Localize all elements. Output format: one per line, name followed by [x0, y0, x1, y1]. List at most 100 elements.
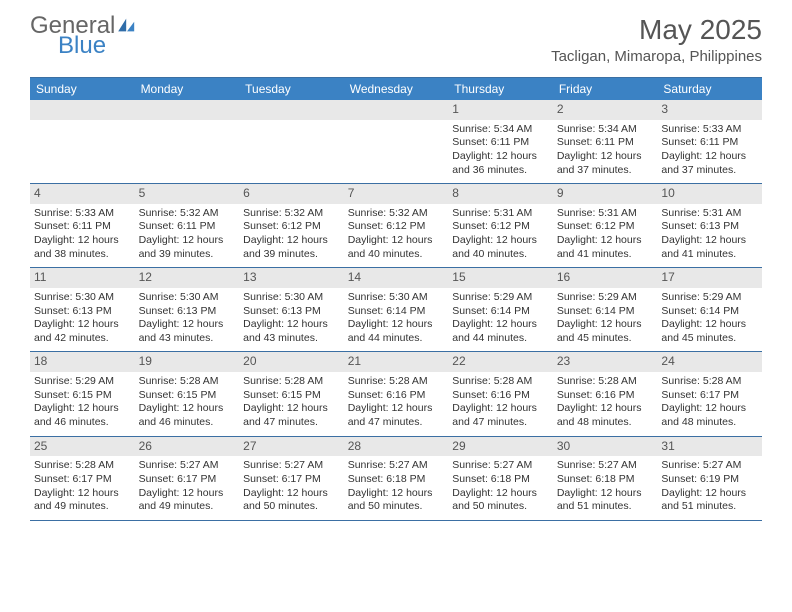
daylight-line: Daylight: 12 hours and 47 minutes.	[348, 402, 445, 429]
sunrise-line: Sunrise: 5:32 AM	[243, 207, 340, 221]
sunset-line: Sunset: 6:15 PM	[34, 389, 131, 403]
sunset-line: Sunset: 6:12 PM	[243, 220, 340, 234]
day-number: 28	[344, 437, 449, 457]
daylight-line: Daylight: 12 hours and 47 minutes.	[452, 402, 549, 429]
day-cell: 21Sunrise: 5:28 AMSunset: 6:16 PMDayligh…	[344, 352, 449, 435]
sunset-line: Sunset: 6:19 PM	[661, 473, 758, 487]
sunrise-line: Sunrise: 5:32 AM	[139, 207, 236, 221]
daylight-line: Daylight: 12 hours and 37 minutes.	[661, 150, 758, 177]
daylight-line: Daylight: 12 hours and 50 minutes.	[243, 487, 340, 514]
sunset-line: Sunset: 6:11 PM	[139, 220, 236, 234]
day-cell: 13Sunrise: 5:30 AMSunset: 6:13 PMDayligh…	[239, 268, 344, 351]
day-number: 30	[553, 437, 658, 457]
sunrise-line: Sunrise: 5:29 AM	[452, 291, 549, 305]
week-row: 1Sunrise: 5:34 AMSunset: 6:11 PMDaylight…	[30, 100, 762, 184]
day-number: 8	[448, 184, 553, 204]
dow-tuesday: Tuesday	[239, 78, 344, 100]
day-cell: 18Sunrise: 5:29 AMSunset: 6:15 PMDayligh…	[30, 352, 135, 435]
day-cell: 17Sunrise: 5:29 AMSunset: 6:14 PMDayligh…	[657, 268, 762, 351]
day-cell: 28 Sunrise: 5:27 AMSunset: 6:18 PMDayligh…	[344, 437, 449, 520]
daylight-line: Daylight: 12 hours and 50 minutes.	[348, 487, 445, 514]
sunset-line: Sunset: 6:12 PM	[348, 220, 445, 234]
sunset-line: Sunset: 6:11 PM	[34, 220, 131, 234]
day-number: 7	[344, 184, 449, 204]
day-number: 12	[135, 268, 240, 288]
day-number: 16	[553, 268, 658, 288]
sunset-line: Sunset: 6:13 PM	[661, 220, 758, 234]
week-row: 11Sunrise: 5:30 AMSunset: 6:13 PMDayligh…	[30, 268, 762, 352]
day-cell: 12Sunrise: 5:30 AMSunset: 6:13 PMDayligh…	[135, 268, 240, 351]
sunset-line: Sunset: 6:13 PM	[243, 305, 340, 319]
day-empty	[344, 100, 449, 183]
daylight-line: Daylight: 12 hours and 45 minutes.	[661, 318, 758, 345]
day-number-empty	[135, 100, 240, 120]
sunset-line: Sunset: 6:12 PM	[452, 220, 549, 234]
sunset-line: Sunset: 6:11 PM	[452, 136, 549, 150]
daylight-line: Daylight: 12 hours and 44 minutes.	[452, 318, 549, 345]
sunset-line: Sunset: 6:11 PM	[661, 136, 758, 150]
day-cell: 30Sunrise: 5:27 AMSunset: 6:18 PMDayligh…	[553, 437, 658, 520]
daylight-line: Daylight: 12 hours and 37 minutes.	[557, 150, 654, 177]
sunrise-line: Sunrise: 5:27 AM	[348, 459, 445, 473]
sunset-line: Sunset: 6:18 PM	[452, 473, 549, 487]
day-number: 25	[30, 437, 135, 457]
sunrise-line: Sunrise: 5:30 AM	[34, 291, 131, 305]
day-cell: 6Sunrise: 5:32 AMSunset: 6:12 PMDaylight…	[239, 184, 344, 267]
daylight-line: Daylight: 12 hours and 41 minutes.	[557, 234, 654, 261]
daylight-line: Daylight: 12 hours and 43 minutes.	[243, 318, 340, 345]
day-empty	[135, 100, 240, 183]
day-cell: 15Sunrise: 5:29 AMSunset: 6:14 PMDayligh…	[448, 268, 553, 351]
daylight-line: Daylight: 12 hours and 50 minutes.	[452, 487, 549, 514]
week-row: 4Sunrise: 5:33 AMSunset: 6:11 PMDaylight…	[30, 184, 762, 268]
day-number: 17	[657, 268, 762, 288]
sunset-line: Sunset: 6:11 PM	[557, 136, 654, 150]
sunrise-line: Sunrise: 5:31 AM	[452, 207, 549, 221]
week-row: 25Sunrise: 5:28 AMSunset: 6:17 PMDayligh…	[30, 437, 762, 521]
dow-thursday: Thursday	[448, 78, 553, 100]
day-number: 27	[239, 437, 344, 457]
sunrise-line: Sunrise: 5:33 AM	[34, 207, 131, 221]
day-number: 20	[239, 352, 344, 372]
sunrise-line: Sunrise: 5:32 AM	[348, 207, 445, 221]
title-block: May 2025 Tacligan, Mimaropa, Philippines	[551, 14, 762, 65]
day-cell: 20Sunrise: 5:28 AMSunset: 6:15 PMDayligh…	[239, 352, 344, 435]
sunrise-line: Sunrise: 5:34 AM	[452, 123, 549, 137]
daylight-line: Daylight: 12 hours and 40 minutes.	[348, 234, 445, 261]
sunrise-line: Sunrise: 5:28 AM	[661, 375, 758, 389]
sunrise-line: Sunrise: 5:28 AM	[34, 459, 131, 473]
sunrise-line: Sunrise: 5:28 AM	[557, 375, 654, 389]
sunset-line: Sunset: 6:14 PM	[348, 305, 445, 319]
sunset-line: Sunset: 6:18 PM	[348, 473, 445, 487]
dow-sunday: Sunday	[30, 78, 135, 100]
day-number: 31	[657, 437, 762, 457]
sunset-line: Sunset: 6:16 PM	[557, 389, 654, 403]
day-number: 11	[30, 268, 135, 288]
sunset-line: Sunset: 6:16 PM	[348, 389, 445, 403]
day-number: 23	[553, 352, 658, 372]
daylight-line: Daylight: 12 hours and 51 minutes.	[557, 487, 654, 514]
sunset-line: Sunset: 6:17 PM	[139, 473, 236, 487]
day-number: 3	[657, 100, 762, 120]
sunset-line: Sunset: 6:14 PM	[557, 305, 654, 319]
day-cell: 27Sunrise: 5:27 AMSunset: 6:17 PMDayligh…	[239, 437, 344, 520]
day-cell: 3Sunrise: 5:33 AMSunset: 6:11 PMDaylight…	[657, 100, 762, 183]
daylight-line: Daylight: 12 hours and 40 minutes.	[452, 234, 549, 261]
sunset-line: Sunset: 6:18 PM	[557, 473, 654, 487]
sunrise-line: Sunrise: 5:28 AM	[243, 375, 340, 389]
daylight-line: Daylight: 12 hours and 42 minutes.	[34, 318, 131, 345]
daylight-line: Daylight: 12 hours and 49 minutes.	[139, 487, 236, 514]
day-cell: 25Sunrise: 5:28 AMSunset: 6:17 PMDayligh…	[30, 437, 135, 520]
location: Tacligan, Mimaropa, Philippines	[551, 48, 762, 65]
sunrise-line: Sunrise: 5:31 AM	[661, 207, 758, 221]
sunrise-line: Sunrise: 5:29 AM	[34, 375, 131, 389]
day-number: 1	[448, 100, 553, 120]
day-cell: 29Sunrise: 5:27 AMSunset: 6:18 PMDayligh…	[448, 437, 553, 520]
day-cell: 11Sunrise: 5:30 AMSunset: 6:13 PMDayligh…	[30, 268, 135, 351]
sunset-line: Sunset: 6:12 PM	[557, 220, 654, 234]
day-number-empty	[30, 100, 135, 120]
month-title: May 2025	[551, 14, 762, 46]
day-cell: 31Sunrise: 5:27 AMSunset: 6:19 PMDayligh…	[657, 437, 762, 520]
sunrise-line: Sunrise: 5:30 AM	[139, 291, 236, 305]
sunset-line: Sunset: 6:13 PM	[139, 305, 236, 319]
calendar: SundayMondayTuesdayWednesdayThursdayFrid…	[30, 77, 762, 521]
